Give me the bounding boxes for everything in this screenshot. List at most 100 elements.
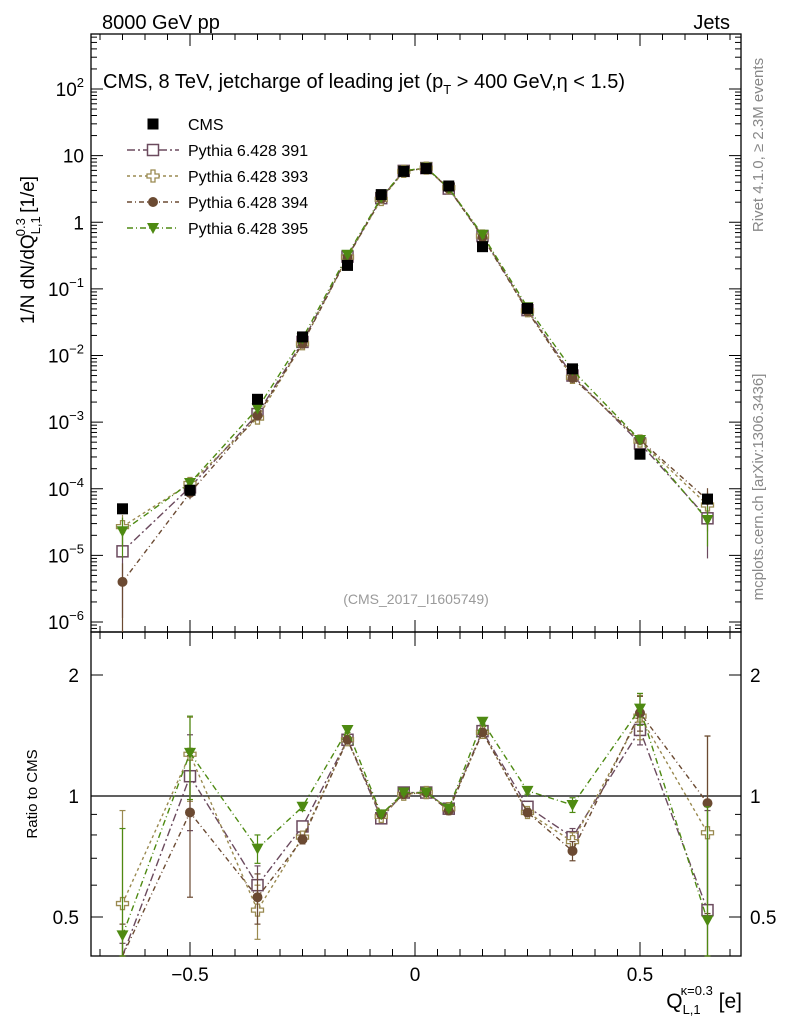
marker-shape bbox=[398, 165, 410, 177]
marker-shape bbox=[147, 118, 159, 130]
ratio-data-point bbox=[702, 798, 713, 809]
marker-shape bbox=[146, 143, 160, 157]
main-y-tick-label-base: 10 bbox=[56, 80, 77, 101]
marker-shape bbox=[116, 930, 129, 942]
ratio-data-point bbox=[701, 915, 714, 927]
main-y-tick-label-exp: −1 bbox=[69, 275, 84, 290]
marker-shape bbox=[443, 180, 455, 192]
data-point bbox=[522, 302, 533, 314]
data-point bbox=[398, 165, 410, 177]
data-point bbox=[567, 372, 578, 383]
main-y-tick-label-base: 10 bbox=[48, 280, 69, 301]
ratio-x-tick-label: 0 bbox=[410, 965, 421, 986]
svg-text:Ratio to CMS: Ratio to CMS bbox=[24, 749, 41, 838]
marker-shape bbox=[297, 331, 308, 343]
marker-shape bbox=[701, 915, 714, 927]
marker-shape bbox=[185, 807, 195, 818]
ratio-y-tick-label-right: 1 bbox=[750, 787, 761, 808]
marker-shape bbox=[341, 249, 354, 261]
series-line bbox=[122, 167, 708, 528]
ratio-data-point bbox=[442, 803, 455, 815]
main-y-tick-label-exp: −4 bbox=[69, 475, 84, 490]
series-line bbox=[121, 711, 709, 957]
ratio-y-tick-label-left: 0.5 bbox=[53, 908, 79, 929]
data-point bbox=[297, 331, 308, 343]
data-point bbox=[702, 493, 713, 505]
ratio-data-point bbox=[420, 787, 433, 799]
main-y-tick-label-exp: 2 bbox=[77, 75, 84, 90]
legend-item: Pythia 6.428 395 bbox=[127, 221, 308, 238]
ratio-data-point bbox=[375, 809, 388, 821]
main-ylabel: 1/N dN/dQL,10.3 [1/e] bbox=[13, 176, 43, 324]
ratio-data-point bbox=[296, 801, 309, 813]
ratio-xlabel: QL,1κ=0.3 [e] bbox=[666, 983, 742, 1017]
ratio-y-tick-label-right: 0.5 bbox=[750, 908, 776, 929]
ratio-x-tick-label: −0.5 bbox=[171, 965, 209, 986]
marker-shape bbox=[252, 892, 263, 903]
marker-shape bbox=[184, 477, 196, 489]
main-y-tick-label-base: 10 bbox=[63, 147, 84, 168]
analysis-watermark: (CMS_2017_I1605749) bbox=[343, 591, 489, 607]
ratio-data-point bbox=[116, 930, 129, 942]
legend-marker bbox=[147, 223, 159, 234]
main-y-tick-label-base: 1 bbox=[73, 213, 84, 234]
main-y-tick-label: 1 bbox=[73, 213, 84, 234]
data-point bbox=[634, 434, 646, 446]
marker-shape bbox=[476, 229, 489, 241]
main-y-tick-label-base: 10 bbox=[48, 413, 69, 434]
legend: CMS Pythia 6.428 391 Pythia 6.428 393 Pythi… bbox=[127, 117, 308, 238]
marker-shape bbox=[117, 576, 128, 587]
marker-shape bbox=[567, 845, 578, 856]
marker-shape bbox=[375, 189, 387, 201]
marker-shape bbox=[442, 803, 455, 815]
marker-shape bbox=[252, 410, 263, 421]
main-y-tick-label-base: 10 bbox=[48, 613, 69, 634]
data-point bbox=[477, 241, 488, 253]
legend-marker bbox=[146, 169, 160, 183]
main-title: CMS, 8 TeV, jetcharge of leading jet (pT… bbox=[103, 71, 625, 97]
marker-shape bbox=[701, 514, 714, 526]
mcplots-side-label: mcplots.cern.ch [arXiv:1306.3436] bbox=[750, 374, 767, 601]
main-series-layer bbox=[115, 161, 715, 632]
legend-item: CMS bbox=[147, 117, 224, 134]
header-right: Jets bbox=[693, 12, 730, 34]
main-y-tick-label: 10−6 bbox=[48, 608, 84, 634]
header-left: 8000 GeV pp bbox=[102, 12, 220, 34]
legend-label: Pythia 6.428 394 bbox=[188, 195, 308, 212]
legend-label: Pythia 6.428 393 bbox=[188, 169, 308, 186]
main-y-tick-label: 10−3 bbox=[48, 408, 84, 434]
ratio-series-pythia-6-428-395 bbox=[116, 692, 714, 957]
main-y-tick-label: 102 bbox=[56, 75, 84, 101]
ratio-series-layer bbox=[115, 692, 715, 957]
marker-shape bbox=[184, 747, 196, 759]
series-line bbox=[121, 707, 709, 936]
marker-shape bbox=[251, 843, 264, 855]
legend-item: Pythia 6.428 393 bbox=[127, 169, 308, 186]
main-y-tick-label-base: 10 bbox=[48, 546, 69, 567]
main-y-tick-label-exp: −6 bbox=[69, 608, 84, 623]
data-point bbox=[701, 514, 714, 526]
marker-shape bbox=[252, 393, 263, 405]
svg-text:Rivet 4.1.0, ≥ 2.3M events: Rivet 4.1.0, ≥ 2.3M events bbox=[750, 58, 767, 232]
data-point bbox=[342, 259, 353, 271]
marker-shape bbox=[522, 807, 533, 818]
ratio-data-point bbox=[341, 724, 354, 736]
ratio-data-point bbox=[252, 892, 263, 903]
data-point bbox=[117, 576, 128, 587]
marker-shape bbox=[251, 403, 264, 415]
marker-shape bbox=[477, 241, 488, 253]
data-point bbox=[476, 229, 489, 241]
data-point bbox=[184, 484, 196, 496]
marker-shape bbox=[117, 503, 128, 515]
ratio-data-point bbox=[521, 785, 534, 797]
ratio-data-point bbox=[566, 799, 579, 811]
legend-label: CMS bbox=[188, 117, 224, 134]
data-point bbox=[252, 410, 263, 421]
series-line bbox=[121, 167, 708, 583]
ratio-data-point bbox=[397, 787, 410, 799]
main-y-tick-label-exp: −2 bbox=[69, 342, 84, 357]
marker-shape bbox=[116, 526, 129, 538]
data-point bbox=[117, 503, 128, 515]
main-y-tick-label-base: 10 bbox=[48, 480, 69, 501]
ratio-data-point bbox=[185, 807, 195, 818]
